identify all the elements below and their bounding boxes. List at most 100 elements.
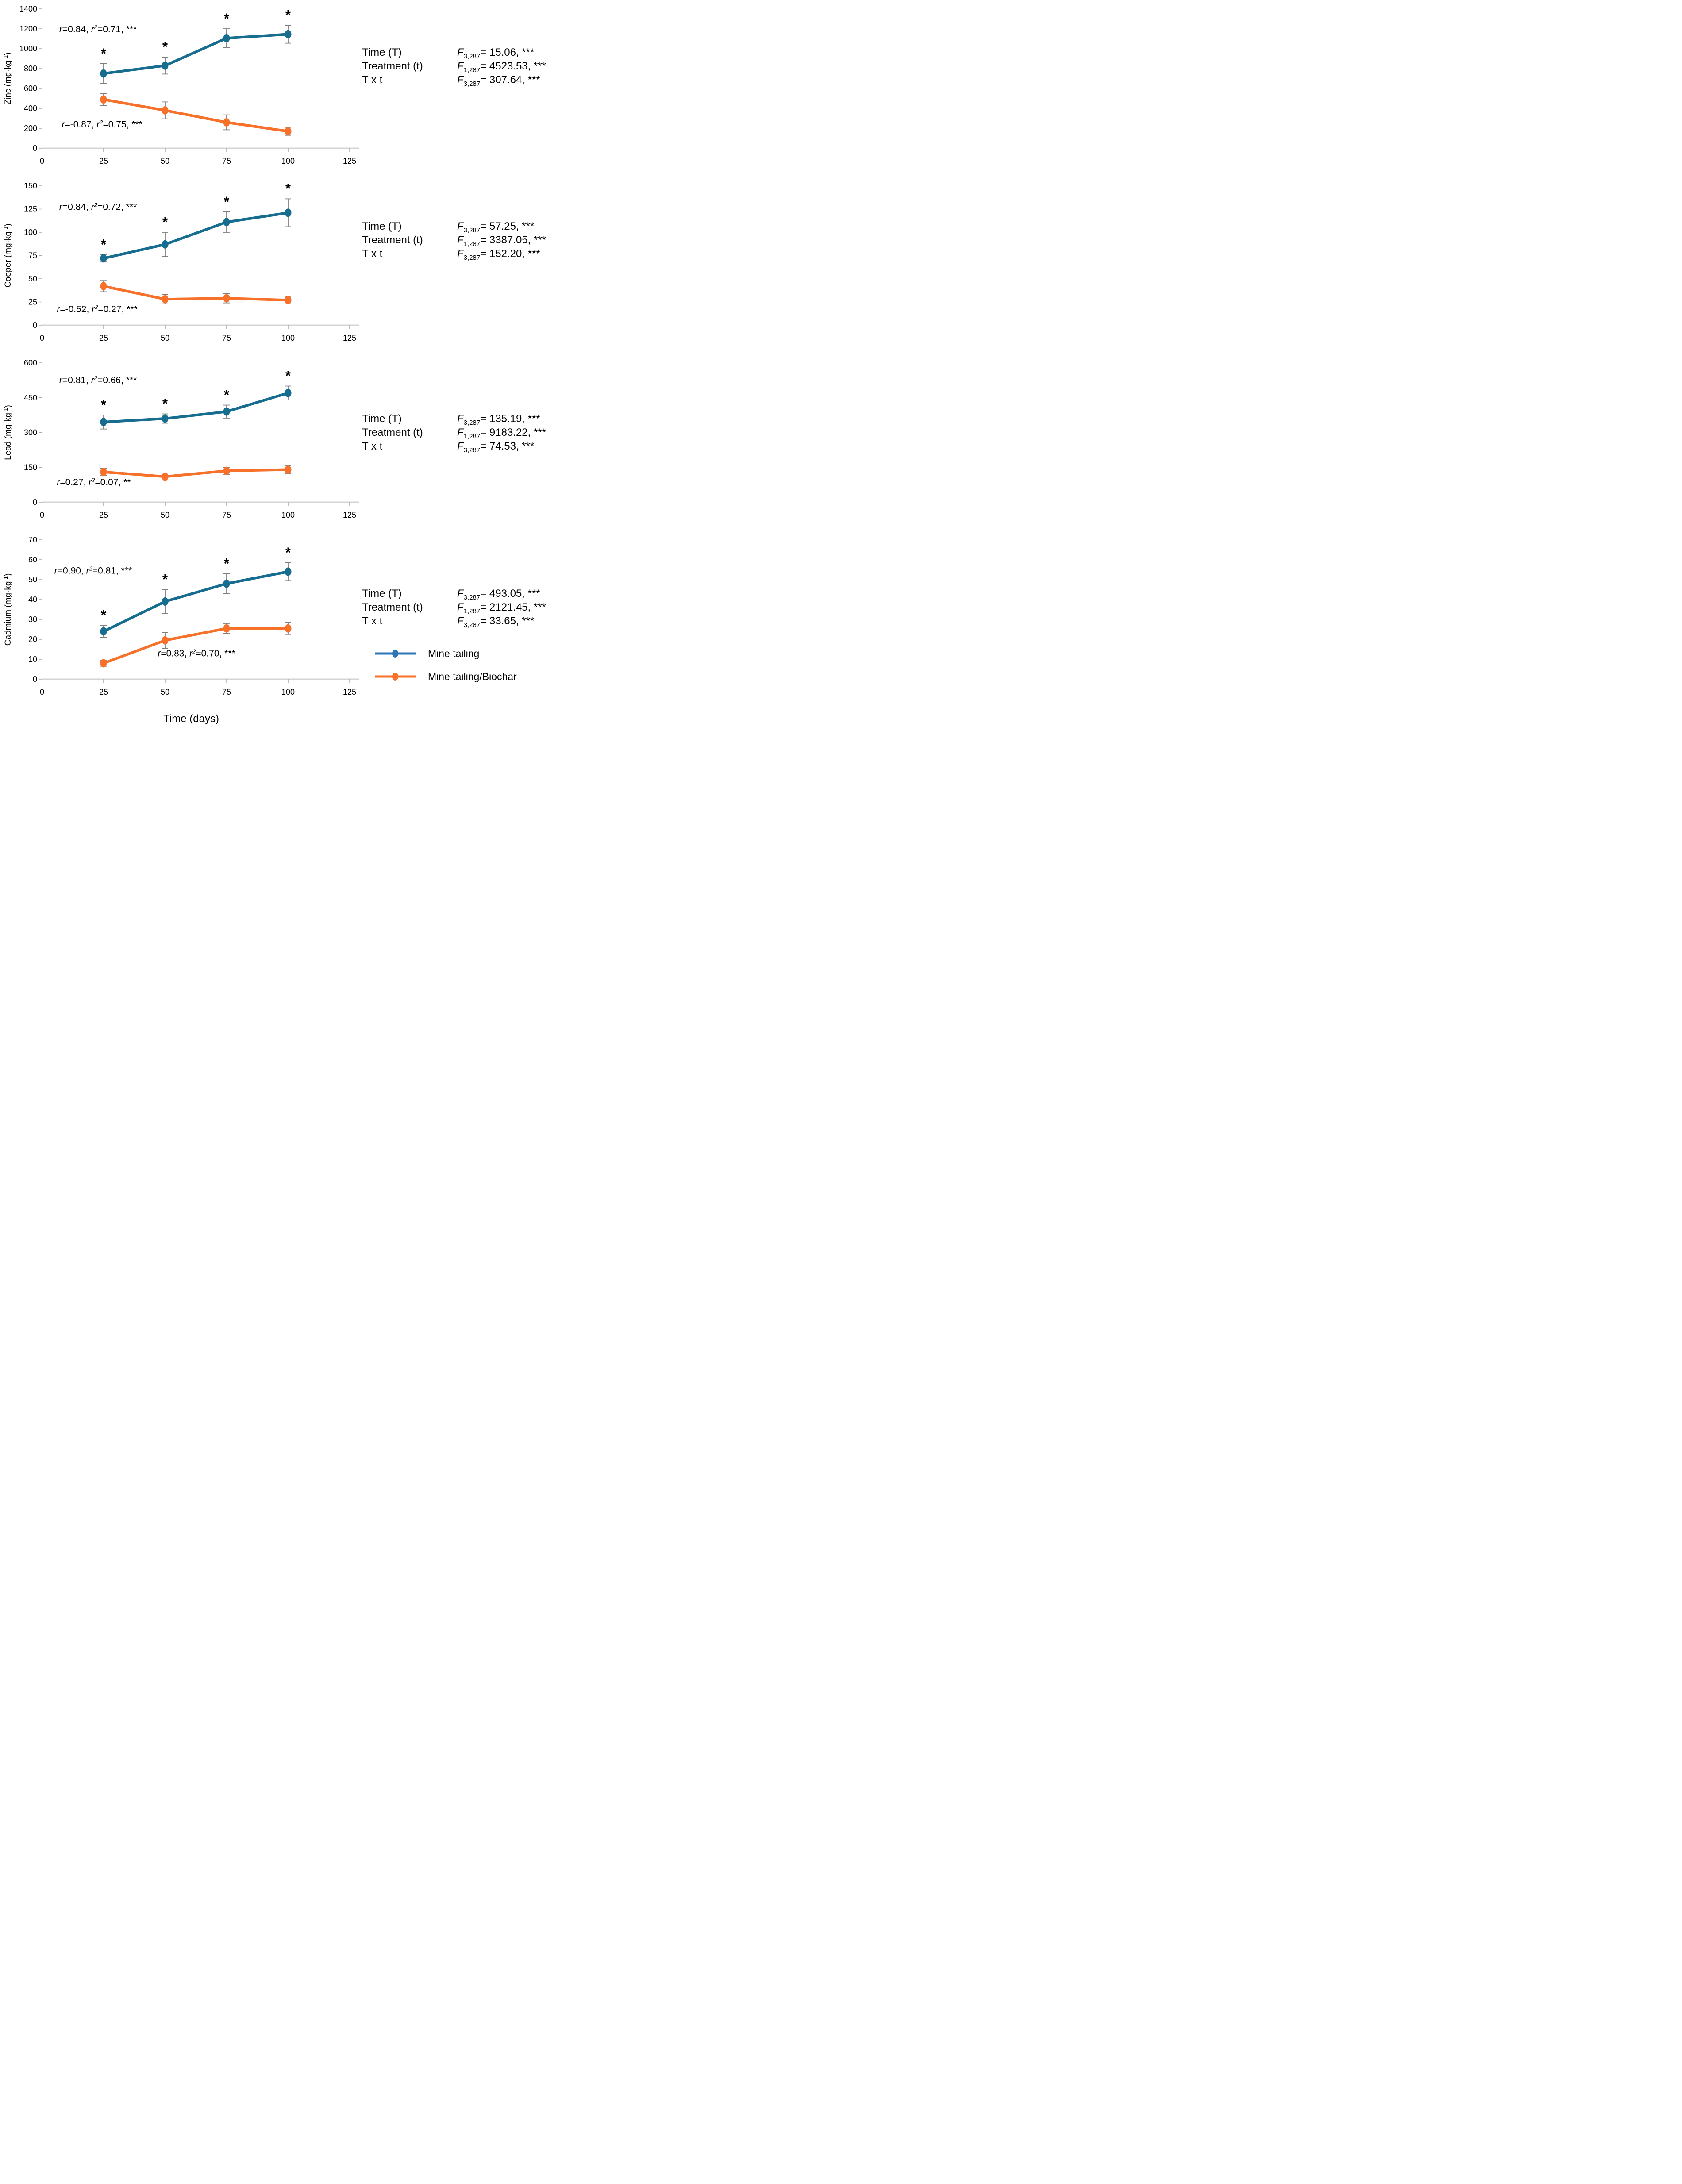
- series-legend: Mine tailing Mine tailing/Biochar: [374, 647, 517, 693]
- legend-label: Mine tailing/Biochar: [428, 670, 517, 682]
- anova-factor-label: T x t: [362, 440, 383, 452]
- series-mine-tailing: * * * *: [100, 368, 292, 430]
- data-point: [223, 624, 230, 633]
- y-tick-label: 0: [33, 321, 37, 330]
- x-tick-label: 0: [40, 511, 44, 519]
- x-tick-label: 25: [99, 511, 108, 519]
- data-point: [162, 472, 169, 481]
- significance-asterisk: *: [224, 556, 230, 572]
- x-tick-label: 125: [343, 157, 356, 165]
- series-mine-tailing: * * * *: [100, 7, 292, 84]
- correlation-annotation: r=0.84, r2=0.71, ***: [59, 23, 137, 35]
- y-tick-label: 150: [24, 181, 37, 190]
- data-point: [285, 465, 292, 474]
- y-axis-title: Cadmium (mg·kg-1): [2, 573, 13, 646]
- data-point: [162, 106, 169, 115]
- zinc-anova-stats: Time (T) F3,287= 15.06, *** Treatment (t) F…: [362, 46, 561, 88]
- y-tick-label: 70: [28, 535, 37, 544]
- y-tick-label: 20: [28, 635, 37, 644]
- y-tick-label: 150: [24, 463, 37, 472]
- data-point: [285, 567, 292, 576]
- y-axis: 0 150 300 450 600 Lead (mg·kg-1): [2, 358, 42, 507]
- data-point: [100, 627, 107, 636]
- data-point: [223, 118, 230, 127]
- anova-row: Time (T) F3,287= 493.05, ***: [362, 588, 561, 601]
- anova-row: Treatment (t) F1,287= 3387.05, ***: [362, 234, 561, 248]
- anova-row: Treatment (t) F1,287= 9183.22, ***: [362, 427, 561, 440]
- y-tick-label: 10: [28, 655, 37, 664]
- anova-f-value: F3,287= 57.25, ***: [457, 220, 535, 234]
- data-point: [100, 69, 107, 78]
- significance-asterisk: *: [101, 46, 107, 62]
- x-axis-title: Time (days): [163, 713, 219, 725]
- anova-factor-label: T x t: [362, 74, 383, 86]
- anova-factor-label: T x t: [362, 615, 383, 627]
- x-tick-label: 50: [161, 511, 169, 519]
- anova-f-value: F1,287= 4523.53, ***: [457, 60, 547, 74]
- anova-factor-label: Time (T): [362, 413, 402, 425]
- x-tick-label: 100: [281, 511, 295, 519]
- anova-row: Time (T) F3,287= 15.06, ***: [362, 46, 561, 60]
- data-point: [162, 597, 169, 606]
- series-mine-tailing-biochar: [100, 465, 292, 481]
- significance-asterisk: *: [224, 387, 230, 403]
- anova-row: T x t F3,287= 33.65, ***: [362, 615, 561, 629]
- lead-anova-stats: Time (T) F3,287= 135.19, *** Treatment (t)…: [362, 413, 561, 454]
- x-tick-label: 25: [99, 688, 108, 696]
- correlation-annotation: r=0.84, r2=0.72, ***: [59, 201, 137, 212]
- significance-asterisk: *: [285, 181, 291, 196]
- x-tick-label: 75: [222, 157, 231, 165]
- y-tick-label: 1200: [19, 24, 37, 33]
- y-tick-label: 125: [24, 205, 37, 214]
- data-point: [223, 218, 230, 227]
- y-axis: 0 25 50 75 100 125 150 Cooper (mg·kg-1): [2, 181, 42, 330]
- data-point: [285, 208, 292, 217]
- data-point: [285, 30, 292, 38]
- data-point: [223, 407, 230, 416]
- anova-factor-label: Time (T): [362, 46, 402, 58]
- correlation-annotation: r=-0.87, r2=0.75, ***: [62, 119, 142, 130]
- significance-asterisk: *: [224, 11, 230, 27]
- panel-cooper: 0 25 50 75 100 125 150 Cooper (mg·kg-1) 0 25 50 75 1…: [0, 177, 561, 354]
- correlation-annotation: r=0.83, r2=0.70, ***: [158, 648, 235, 659]
- x-tick-label: 125: [343, 511, 356, 519]
- data-point: [223, 466, 230, 475]
- x-tick-label: 75: [222, 334, 231, 342]
- data-point: [162, 61, 169, 70]
- y-tick-label: 600: [24, 84, 37, 93]
- correlation-annotation: r=0.90, r2=0.81, ***: [54, 565, 132, 576]
- y-tick-label: 60: [28, 555, 37, 564]
- y-tick-label: 450: [24, 393, 37, 402]
- data-point: [162, 295, 169, 304]
- anova-f-value: F3,287= 74.53, ***: [457, 440, 535, 454]
- anova-row: Time (T) F3,287= 57.25, ***: [362, 220, 561, 234]
- x-tick-label: 75: [222, 688, 231, 696]
- correlation-annotation: r=-0.52, r2=0.27, ***: [57, 304, 137, 315]
- data-point: [223, 34, 230, 42]
- y-tick-label: 40: [28, 595, 37, 604]
- anova-f-value: F3,287= 33.65, ***: [457, 615, 535, 629]
- data-point: [285, 624, 292, 633]
- anova-f-value: F1,287= 3387.05, ***: [457, 234, 547, 248]
- series-mine-tailing: * * * *: [100, 181, 292, 263]
- legend-item: Mine tailing: [374, 647, 517, 660]
- anova-factor-label: Treatment (t): [362, 601, 423, 613]
- anova-f-value: F3,287= 152.20, ***: [457, 248, 540, 261]
- panel-cadmium: 0 10 20 30 40 50 60 70 Cadmium (mg·kg-1) 0 25 50 75 1…: [0, 531, 561, 728]
- series-mine-tailing-biochar: [100, 280, 292, 304]
- series-mine-tailing-biochar: [100, 93, 292, 136]
- correlation-annotation: r=0.27, r2=0.07, **: [57, 477, 131, 488]
- significance-asterisk: *: [101, 236, 107, 252]
- x-tick-label: 25: [99, 334, 108, 342]
- anova-f-value: F3,287= 493.05, ***: [457, 588, 540, 601]
- legend-item: Mine tailing/Biochar: [374, 670, 517, 683]
- cadmium-chart: 0 10 20 30 40 50 60 70 Cadmium (mg·kg-1) 0 25 50 75 1…: [2, 535, 359, 725]
- figure-heavy-metals-time-series: 0 200 400 600 800 1000 1200 1400 Zinc (mg·kg-1) 0…: [0, 0, 561, 728]
- data-point: [100, 659, 107, 668]
- anova-factor-label: Treatment (t): [362, 234, 423, 246]
- anova-factor-label: Treatment (t): [362, 60, 423, 72]
- x-tick-label: 0: [40, 334, 44, 342]
- legend-swatch-mine-tailing-biochar: [375, 673, 416, 681]
- y-axis-title: Lead (mg·kg-1): [2, 405, 13, 460]
